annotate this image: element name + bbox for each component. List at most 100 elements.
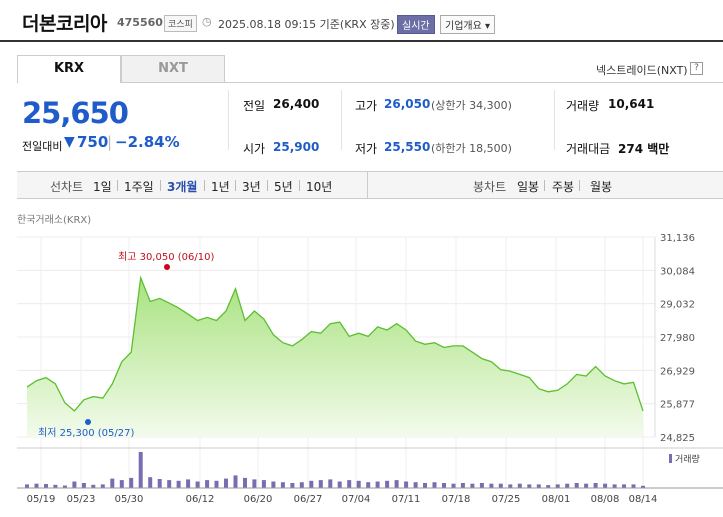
volume-bar	[252, 479, 257, 488]
volume-bar	[328, 479, 333, 488]
volume-bar	[337, 481, 342, 488]
candle-monthly[interactable]: 월봉	[590, 180, 613, 194]
price-chart: 31,136 30,084 29,032 27,980 26,929 25,877 24,8…	[17, 233, 723, 505]
tab-nxt[interactable]: NXT	[121, 55, 225, 83]
period-1d[interactable]: 1일	[93, 180, 112, 194]
prev-close-label: 전일	[243, 99, 266, 113]
volume-bar	[366, 482, 371, 488]
volume-legend: 거래량	[675, 453, 700, 465]
volume-bar	[479, 483, 484, 488]
lower-limit: (하한가 18,500)	[431, 142, 512, 155]
volume-bar	[622, 484, 626, 488]
high-value: 26,050	[384, 97, 431, 111]
x-tick-label: 06/27	[294, 494, 323, 505]
divider	[117, 180, 118, 191]
data-source: 한국거래소(KRX)	[17, 215, 92, 226]
min-marker	[85, 419, 91, 425]
stock-name: 더본코리아	[22, 13, 107, 35]
divider	[579, 180, 580, 191]
price-change: 750	[77, 133, 109, 151]
x-tick-label: 08/08	[591, 494, 620, 505]
volume-bar	[375, 481, 380, 488]
period-3m[interactable]: 3개월	[167, 180, 198, 194]
volume-bar	[385, 480, 390, 488]
volume-bar	[148, 477, 153, 488]
volume-bar	[214, 480, 219, 488]
volume-label: 거래량	[566, 99, 600, 113]
amount-value: 274 백만	[618, 142, 670, 156]
divider	[341, 90, 342, 150]
stock-header: 더본코리아 475560 코스피 ◷ 2025.08.18 09:15 기준(K…	[0, 0, 723, 42]
open-label: 시가	[243, 142, 266, 156]
y-tick-label: 30,084	[660, 266, 695, 277]
volume-bar	[565, 483, 570, 488]
y-tick-label: 26,929	[660, 366, 695, 377]
volume-bar	[271, 481, 276, 488]
low-value: 25,550	[384, 140, 431, 154]
period-bar: 선차트 1일 1주일 3개월 1년 3년 5년 10년 봉차트 일봉 주봉 월봉	[17, 171, 723, 199]
x-tick-label: 05/23	[67, 494, 96, 505]
volume-bar	[517, 483, 522, 488]
volume-bar	[243, 477, 247, 488]
divider	[267, 180, 268, 191]
candle-chart-label: 봉차트	[473, 180, 507, 194]
volume-bar	[498, 483, 503, 488]
x-tick-label: 07/04	[342, 494, 371, 505]
volume-bar	[593, 483, 598, 488]
x-tick-label: 05/19	[27, 494, 56, 505]
volume-bar	[423, 483, 427, 488]
nxt-link[interactable]: 넥스트레이드(NXT)	[596, 64, 688, 77]
price-area	[27, 277, 643, 437]
market-badge: 코스피	[164, 15, 197, 32]
period-3y[interactable]: 3년	[242, 180, 261, 194]
stock-code: 475560	[117, 16, 163, 29]
period-10y[interactable]: 10년	[306, 180, 333, 194]
exchange-tabs: KRX NXT	[17, 55, 226, 83]
volume-value: 10,641	[608, 97, 655, 111]
volume-bar	[176, 480, 181, 488]
volume-bar	[100, 484, 105, 488]
upper-limit: (상한가 34,300)	[431, 99, 512, 112]
amount-label: 거래대금	[566, 142, 611, 156]
volume-bar	[44, 484, 48, 488]
high-label: 고가	[355, 99, 378, 113]
realtime-button[interactable]: 실시간	[397, 15, 435, 34]
volume-bar	[318, 480, 323, 488]
tab-krx[interactable]: KRX	[17, 55, 121, 83]
volume-bar	[404, 481, 409, 488]
volume-bar	[460, 483, 465, 488]
x-tick-label: 05/30	[115, 494, 144, 505]
volume-bar	[546, 485, 551, 488]
y-tick-label: 25,877	[660, 400, 695, 411]
volume-bar	[442, 483, 446, 488]
price-line	[26, 275, 644, 412]
candle-weekly[interactable]: 주봉	[552, 180, 575, 194]
volume-bar	[290, 483, 295, 488]
volume-bar	[81, 483, 86, 488]
volume-bar	[91, 484, 96, 488]
period-1w[interactable]: 1주일	[124, 180, 154, 194]
volume-bar	[261, 480, 266, 488]
price-change-pct: −2.84%	[115, 133, 180, 151]
help-icon[interactable]: ?	[690, 62, 703, 75]
volume-bar	[34, 483, 39, 488]
volume-bar	[470, 483, 475, 488]
period-1y[interactable]: 1년	[211, 180, 230, 194]
tab-divider	[17, 82, 723, 83]
company-overview-button[interactable]: 기업개요 ▾	[440, 15, 495, 34]
volume-legend-swatch	[669, 454, 672, 463]
x-tick-label: 07/25	[492, 494, 521, 505]
x-tick-label: 08/01	[542, 494, 571, 505]
max-marker	[164, 264, 170, 270]
volume-bar	[72, 481, 77, 488]
candle-daily[interactable]: 일봉	[517, 180, 540, 194]
volume-bar	[356, 480, 361, 488]
line-chart-label: 선차트	[50, 180, 84, 194]
x-tick-label: 06/20	[244, 494, 273, 505]
period-5y[interactable]: 5년	[274, 180, 293, 194]
volume-bar	[309, 480, 314, 488]
prev-close-value: 26,400	[273, 97, 320, 111]
divider	[554, 90, 555, 150]
x-tick-label: 08/14	[629, 494, 658, 505]
change-label: 전일대비	[22, 140, 63, 153]
